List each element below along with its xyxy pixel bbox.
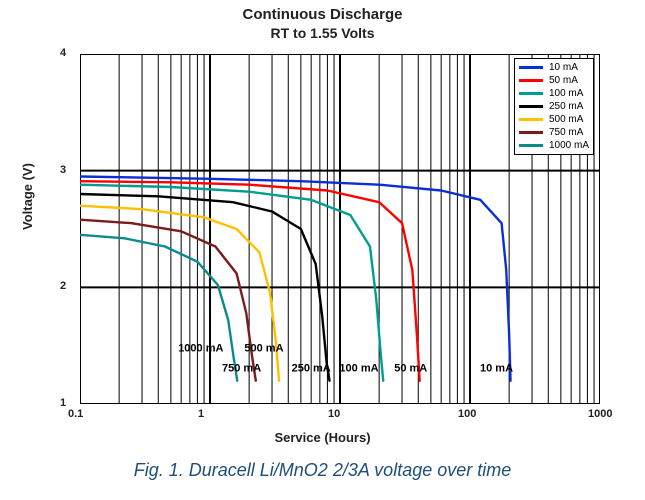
legend-item: 50 mA: [519, 74, 589, 87]
legend-item: 10 mA: [519, 61, 589, 74]
y-tick: 3: [60, 164, 66, 176]
legend-label: 250 mA: [549, 101, 583, 112]
curve-label: 100 mA: [339, 362, 378, 374]
legend-swatch: [519, 66, 543, 69]
y-tick: 4: [60, 47, 66, 59]
legend-swatch: [519, 131, 543, 134]
legend-label: 1000 mA: [549, 140, 589, 151]
legend-item: 250 mA: [519, 100, 589, 113]
curve-label: 500 mA: [244, 343, 283, 355]
legend-item: 100 mA: [519, 87, 589, 100]
legend-label: 50 mA: [549, 75, 578, 86]
y-tick: 1: [60, 397, 66, 409]
y-axis-label: Voltage (V): [20, 163, 35, 230]
x-tick: 1000: [588, 408, 612, 420]
legend-swatch: [519, 118, 543, 121]
legend-item: 1000 mA: [519, 139, 589, 152]
x-tick: 100: [458, 408, 476, 420]
legend-box: 10 mA 50 mA 100 mA 250 mA 500 mA 750 mA 1000 m…: [514, 58, 594, 155]
chart-title-line-1: Continuous Discharge: [0, 6, 645, 23]
legend-item: 500 mA: [519, 113, 589, 126]
chart-titles: Continuous Discharge RT to 1.55 Volts: [0, 0, 645, 41]
y-tick: 2: [60, 280, 66, 292]
legend-label: 100 mA: [549, 88, 583, 99]
legend-swatch: [519, 92, 543, 95]
legend-label: 10 mA: [549, 62, 578, 73]
figure-caption: Fig. 1. Duracell Li/MnO2 2/3A voltage ov…: [0, 460, 645, 481]
x-axis-label: Service (Hours): [0, 430, 645, 445]
curve-label: 750 mA: [222, 362, 261, 374]
x-tick: 10: [328, 408, 340, 420]
legend-label: 500 mA: [549, 114, 583, 125]
legend-swatch: [519, 144, 543, 147]
legend-item: 750 mA: [519, 126, 589, 139]
plot-area: 10 mA 50 mA 100 mA 250 mA 500 mA 750 mA 1000 m…: [80, 54, 600, 404]
curve-label: 10 mA: [480, 362, 513, 374]
x-tick: 1: [198, 408, 204, 420]
curve-label: 1000 mA: [178, 343, 223, 355]
figure-container: Continuous Discharge RT to 1.55 Volts Vo…: [0, 0, 645, 500]
chart-title-line-2: RT to 1.55 Volts: [0, 25, 645, 41]
curve-label: 50 mA: [394, 362, 427, 374]
legend-label: 750 mA: [549, 127, 583, 138]
legend-swatch: [519, 105, 543, 108]
legend-swatch: [519, 79, 543, 82]
x-tick: 0.1: [68, 408, 83, 420]
curve-label: 250 mA: [292, 362, 331, 374]
